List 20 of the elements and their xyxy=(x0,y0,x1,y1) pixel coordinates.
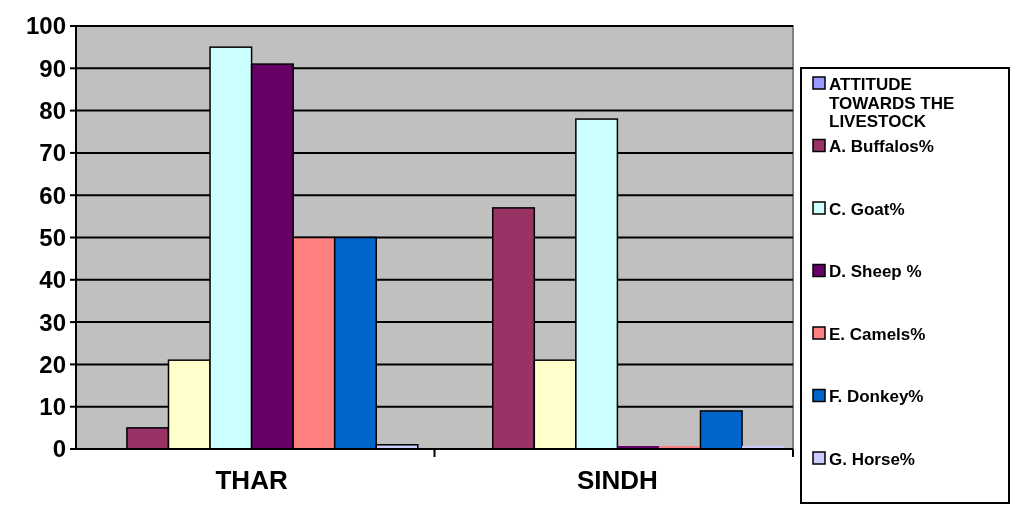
y-tick-label: 70 xyxy=(39,139,66,167)
y-tick-label: 80 xyxy=(39,97,66,124)
y-tick-label: 0 xyxy=(52,435,66,463)
y-tick-label: 50 xyxy=(39,223,66,251)
x-tick-label: SINDH xyxy=(576,465,658,495)
legend-label: F. Donkey% xyxy=(829,387,924,407)
legend-label: C. Goat% xyxy=(829,199,905,219)
legend-label: ATTITUDE TOWARDS THE LIVESTOCK xyxy=(829,74,955,132)
y-tick-label: 40 xyxy=(39,266,66,294)
y-tick-label: 100 xyxy=(25,12,66,40)
y-tick-label: 10 xyxy=(39,393,66,421)
y-tick-label: 30 xyxy=(39,308,66,336)
x-tick-label: THAR xyxy=(215,465,288,495)
legend-label: A. Buffalos% xyxy=(829,137,934,157)
legend-label: D. Sheep % xyxy=(829,262,922,282)
legend-label: G. Horse% xyxy=(829,449,915,469)
y-tick-label: 60 xyxy=(39,181,66,209)
y-tick-label: 90 xyxy=(39,54,66,82)
y-tick-label: 20 xyxy=(39,350,66,378)
legend-label: E. Camels% xyxy=(829,324,926,344)
